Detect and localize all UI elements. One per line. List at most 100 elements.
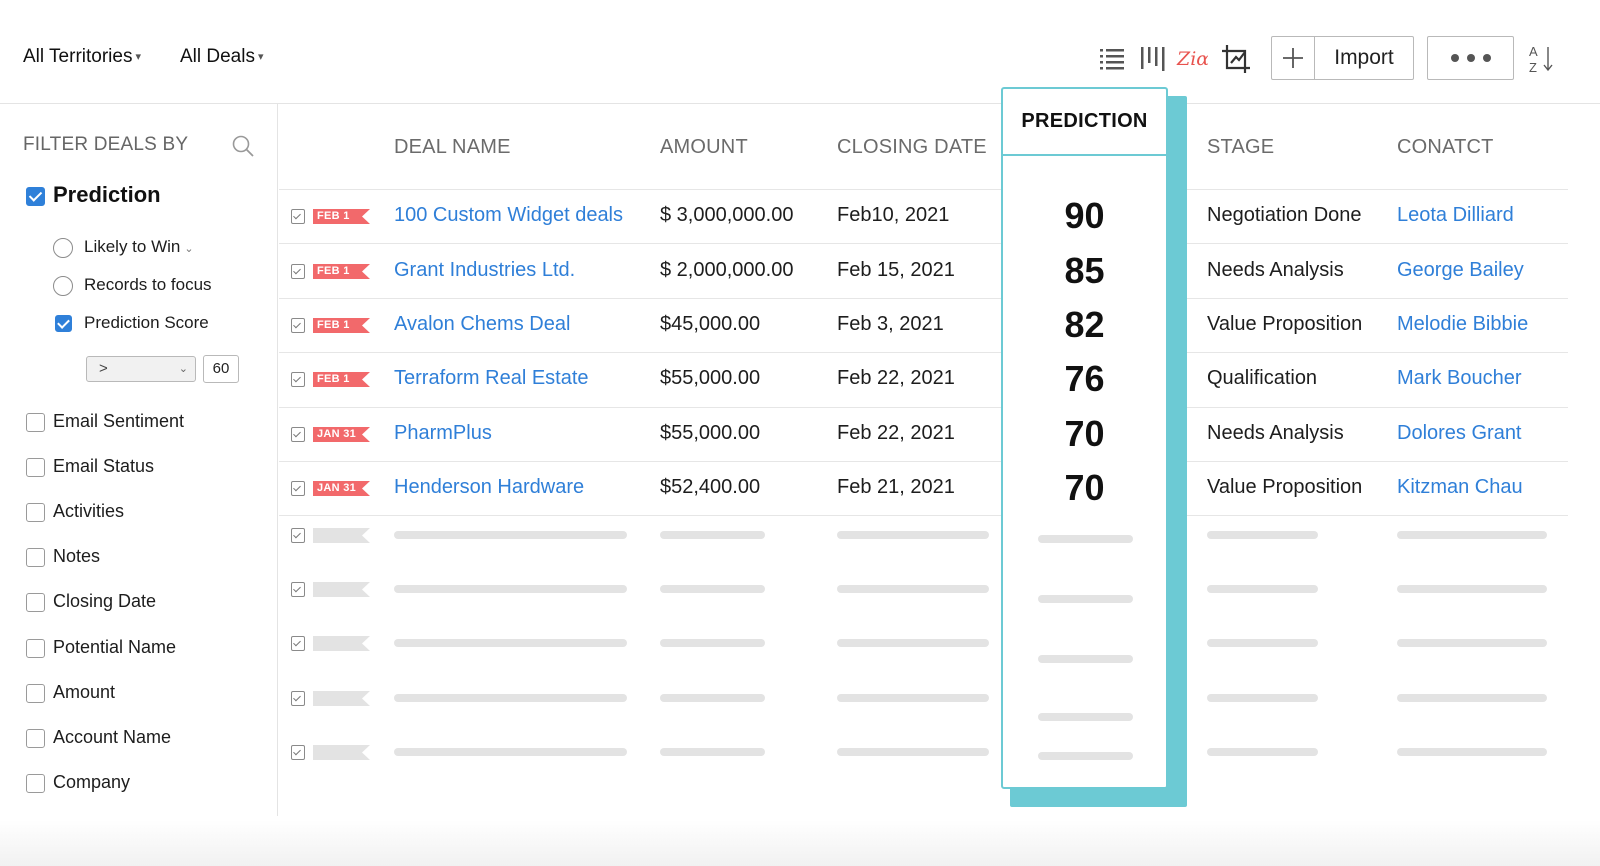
deal-name-link[interactable]: 100 Custom Widget deals <box>394 204 624 227</box>
filter-checkbox-company[interactable] <box>26 774 45 793</box>
due-date-tag: FEB 1 <box>313 263 370 279</box>
records-to-focus-label: Records to focus <box>84 275 212 294</box>
placeholder-tag <box>313 582 370 597</box>
filter-checkbox-notes[interactable] <box>26 548 45 567</box>
add-deal-button[interactable] <box>1272 37 1315 79</box>
filter-checkbox-closing-date[interactable] <box>26 593 45 612</box>
placeholder-contact <box>1397 748 1547 757</box>
closing-date-value: Feb 21, 2021 <box>837 476 955 499</box>
contact-name-link[interactable]: Mark Boucher <box>1397 367 1522 390</box>
due-date-tag: JAN 31 <box>313 426 370 442</box>
score-value-input[interactable]: 60 <box>203 355 239 383</box>
score-operator-select[interactable]: > ⌄ <box>86 356 196 382</box>
task-checkbox-icon[interactable] <box>291 690 305 706</box>
chevron-down-icon: ⌄ <box>184 243 194 255</box>
prediction-score-value: 76 <box>1064 358 1105 399</box>
column-header-closing-date[interactable]: CLOSING DATE <box>837 136 987 158</box>
closing-date-value: Feb 22, 2021 <box>837 421 955 444</box>
task-checkbox-icon[interactable] <box>291 745 305 761</box>
territory-dropdown[interactable]: All Territories ▾ <box>23 46 141 68</box>
placeholder-contact <box>1397 639 1547 648</box>
deals-view-dropdown-label: All Deals <box>180 46 255 67</box>
filter-label-email-sentiment: Email Sentiment <box>53 411 185 431</box>
deal-name-link[interactable]: Henderson Hardware <box>394 476 585 499</box>
chevron-down-icon: ▾ <box>135 51 141 64</box>
stage-value: Value Proposition <box>1207 476 1363 499</box>
placeholder-amount <box>660 530 765 539</box>
zia-icon[interactable]: Ziα <box>1176 43 1209 73</box>
stage-value: Value Proposition <box>1207 313 1363 335</box>
filter-label-account-name: Account Name <box>53 727 172 747</box>
deal-name-link[interactable]: Terraform Real Estate <box>394 367 589 390</box>
task-checkbox-icon[interactable] <box>291 636 305 652</box>
closing-date-value: Feb 3, 2021 <box>837 313 944 335</box>
contact-name-link[interactable]: Kitzman Chau <box>1397 476 1523 499</box>
table-divider <box>279 515 1568 516</box>
due-date-tag-text: JAN 31 <box>317 427 357 440</box>
contact-name-link[interactable]: Leota Dilliard <box>1397 204 1514 227</box>
table-divider <box>279 189 1568 190</box>
deal-name-link[interactable]: PharmPlus <box>394 421 492 444</box>
placeholder-contact <box>1397 585 1547 593</box>
due-date-tag: JAN 31 <box>313 481 370 497</box>
column-header-stage[interactable]: STAGE <box>1207 136 1275 158</box>
placeholder-deal-name <box>394 748 627 757</box>
filter-checkbox-email-status[interactable] <box>26 458 45 477</box>
placeholder-deal-name <box>394 693 627 702</box>
closing-date-value: Feb10, 2021 <box>837 204 950 227</box>
column-header-contact[interactable]: CONATCT <box>1397 136 1494 158</box>
likely-to-win-label: Likely to Win ⌄ <box>84 237 194 256</box>
sort-icon[interactable]: A Z <box>1528 42 1558 75</box>
amount-value: $ 3,000,000.00 <box>660 204 794 227</box>
column-header-prediction[interactable]: PREDICTION <box>1003 89 1166 156</box>
table-divider <box>279 461 1568 462</box>
records-to-focus-radio[interactable] <box>53 276 73 296</box>
column-header-amount[interactable]: AMOUNT <box>660 136 748 158</box>
deal-name-link[interactable]: Grant Industries Ltd. <box>394 258 576 281</box>
deals-view-dropdown[interactable]: All Deals ▾ <box>180 46 264 68</box>
filter-checkbox-activities[interactable] <box>26 503 45 522</box>
task-checkbox-icon[interactable] <box>291 582 305 597</box>
placeholder-amount <box>660 639 765 648</box>
prediction-score-value: 70 <box>1064 467 1105 508</box>
kanban-view-icon[interactable] <box>1138 43 1168 73</box>
filter-checkbox-amount[interactable] <box>26 684 45 703</box>
more-icon-dot <box>1466 54 1475 62</box>
task-checkbox-icon[interactable] <box>291 318 305 333</box>
chevron-down-icon: ▾ <box>257 51 264 64</box>
due-date-tag: FEB 1 <box>313 318 370 333</box>
table-divider <box>279 352 1568 353</box>
filter-label-email-status: Email Status <box>53 456 155 476</box>
search-icon[interactable] <box>231 134 255 163</box>
contact-name-link[interactable]: George Bailey <box>1397 258 1524 281</box>
task-checkbox-icon[interactable] <box>291 209 305 225</box>
likely-to-win-radio[interactable] <box>53 238 73 258</box>
filter-checkbox-email-sentiment[interactable] <box>26 413 45 432</box>
filter-label-activities: Activities <box>53 501 125 521</box>
placeholder-closing-date <box>837 748 989 757</box>
table-divider <box>279 243 1568 244</box>
due-date-tag-text: FEB 1 <box>317 264 350 277</box>
filter-checkbox-potential-name[interactable] <box>26 639 45 658</box>
chart-view-icon[interactable] <box>1220 43 1250 73</box>
task-checkbox-icon[interactable] <box>291 263 305 279</box>
task-checkbox-icon[interactable] <box>291 426 305 442</box>
prediction-score-checkbox[interactable] <box>55 315 72 332</box>
task-checkbox-icon[interactable] <box>291 372 305 388</box>
contact-name-link[interactable]: Dolores Grant <box>1397 421 1522 444</box>
deal-name-link[interactable]: Avalon Chems Deal <box>394 313 571 335</box>
placeholder-contact <box>1397 530 1547 539</box>
placeholder-closing-date <box>837 693 989 702</box>
list-view-icon[interactable] <box>1098 43 1128 73</box>
filter-checkbox-account-name[interactable] <box>26 729 45 748</box>
contact-name-link[interactable]: Melodie Bibbie <box>1397 313 1529 335</box>
task-checkbox-icon[interactable] <box>291 481 305 497</box>
import-button[interactable]: Import <box>1334 46 1394 69</box>
placeholder-tag <box>313 690 370 706</box>
prediction-checkbox[interactable] <box>26 187 45 206</box>
prediction-score-value: 82 <box>1064 304 1105 345</box>
more-button[interactable] <box>1427 36 1514 80</box>
column-header-deal-name[interactable]: DEAL NAME <box>394 136 511 158</box>
task-checkbox-icon[interactable] <box>291 527 305 543</box>
placeholder-prediction <box>1038 655 1133 663</box>
